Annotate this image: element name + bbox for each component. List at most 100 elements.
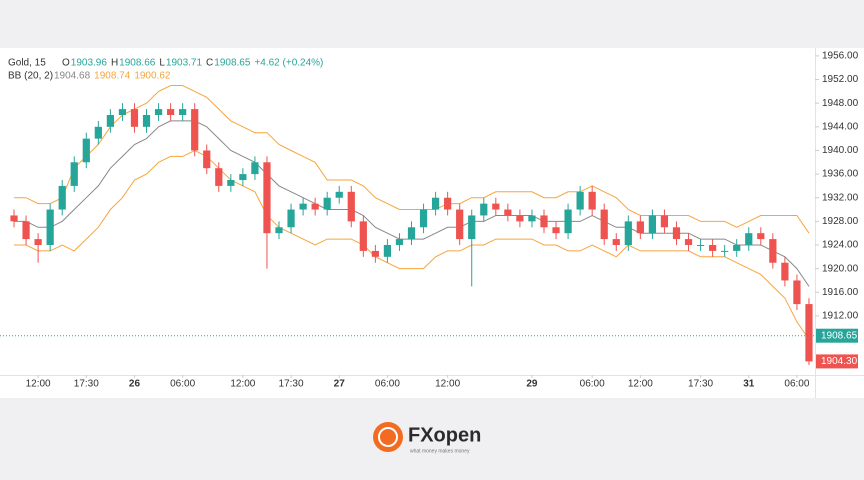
change: +4.62 (+0.24%) (254, 58, 323, 69)
candle-body (335, 191, 343, 198)
y-tick-label: 1916.00 (822, 287, 859, 298)
candle-body (468, 215, 476, 240)
x-tick-label: 29 (526, 379, 538, 390)
x-tick-label: 26 (129, 379, 141, 390)
ohlc-value: 1908.65 (214, 58, 251, 69)
candle-body (371, 250, 379, 257)
y-tick-label: 1920.00 (822, 263, 859, 274)
y-tick-label: 1952.00 (822, 74, 859, 85)
ohlc-value: 1903.96 (71, 58, 108, 69)
candle-body (709, 245, 717, 251)
candle-body (805, 304, 813, 362)
candle-body (528, 215, 536, 222)
candle-body (745, 233, 753, 245)
candle-body (383, 245, 392, 257)
candle-body (22, 221, 30, 240)
candle-body (492, 203, 500, 210)
candle-body (431, 197, 440, 210)
candle-body (215, 168, 223, 186)
y-tick-label: 1924.00 (822, 240, 859, 251)
candle-body (684, 239, 693, 245)
candle-body (419, 209, 428, 228)
price-label-bg (816, 354, 858, 369)
brand-logo-mark (378, 427, 398, 447)
x-tick-label: 12:00 (26, 379, 51, 390)
x-tick-label: 06:00 (170, 379, 195, 390)
price-label: 1908.65 (821, 330, 858, 341)
candle-body (191, 109, 199, 151)
ohlc-key: H (111, 58, 118, 69)
indicator-value: 1908.74 (94, 71, 131, 82)
candle-body (154, 109, 163, 115)
candle-body (70, 162, 78, 186)
y-tick-label: 1912.00 (822, 311, 859, 322)
chart-panel (0, 48, 864, 398)
candle-body (516, 215, 524, 222)
x-tick-label: 17:30 (74, 379, 99, 390)
candle-body (600, 209, 608, 240)
candle-body (347, 191, 355, 222)
candle-body (130, 109, 139, 127)
candle-body (456, 209, 464, 240)
candle-body (166, 109, 175, 115)
candle-body (227, 180, 235, 186)
candle-body (239, 174, 247, 180)
candle-body (299, 203, 307, 210)
candle-body (142, 115, 151, 127)
brand-tagline: what money makes money (410, 448, 470, 454)
candle-body (624, 221, 632, 245)
bollinger-line (14, 85, 810, 234)
price-label-bg (816, 328, 858, 343)
candle-body (94, 126, 102, 139)
brand-name: FXopen (408, 424, 481, 446)
y-tick-label: 1940.00 (822, 145, 859, 156)
x-tick-label: 17:30 (688, 379, 713, 390)
candle-body (275, 227, 283, 234)
candle-body (588, 191, 596, 210)
candle-body (46, 209, 54, 245)
candle-body (118, 109, 127, 115)
candle-body (757, 233, 765, 240)
y-tick-label: 1936.00 (822, 169, 859, 180)
candle-body (359, 221, 367, 251)
candle-body (672, 227, 681, 240)
candle-body (82, 138, 90, 163)
candle-body (552, 227, 560, 234)
candle-body (203, 150, 211, 169)
candle-body (10, 215, 18, 222)
indicator-value: 1900.62 (134, 71, 171, 82)
symbol: Gold, 15 (8, 58, 46, 69)
candle-body (564, 209, 572, 234)
candle-body (263, 162, 271, 234)
candle-body (540, 215, 548, 228)
x-tick-label: 27 (334, 379, 346, 390)
bollinger-line (14, 149, 810, 340)
y-tick-label: 1956.00 (822, 51, 859, 62)
candle-body (793, 280, 801, 305)
candle-body (721, 250, 729, 252)
candle-body (34, 239, 42, 245)
price-label: 1904.30 (821, 356, 858, 367)
indicator-value: 1904.68 (54, 71, 91, 82)
candle-body (287, 209, 295, 228)
x-tick-label: 06:00 (784, 379, 809, 390)
ohlc-key: C (206, 58, 213, 69)
candle-body (733, 245, 741, 251)
ohlc-key: L (159, 58, 165, 69)
x-tick-label: 12:00 (628, 379, 653, 390)
candle-body (58, 185, 66, 210)
x-tick-label: 17:30 (279, 379, 304, 390)
x-tick-label: 31 (743, 379, 755, 390)
candle-body (576, 191, 584, 210)
y-tick-label: 1932.00 (822, 192, 859, 203)
candle-body (179, 109, 187, 115)
brand-logo (373, 422, 403, 452)
y-tick-label: 1948.00 (822, 98, 859, 109)
candle-body (612, 239, 620, 245)
ohlc-value: 1908.66 (119, 58, 156, 69)
x-tick-label: 06:00 (375, 379, 400, 390)
candle-body (395, 239, 404, 245)
indicator-name: BB (20, 2) (8, 71, 53, 82)
